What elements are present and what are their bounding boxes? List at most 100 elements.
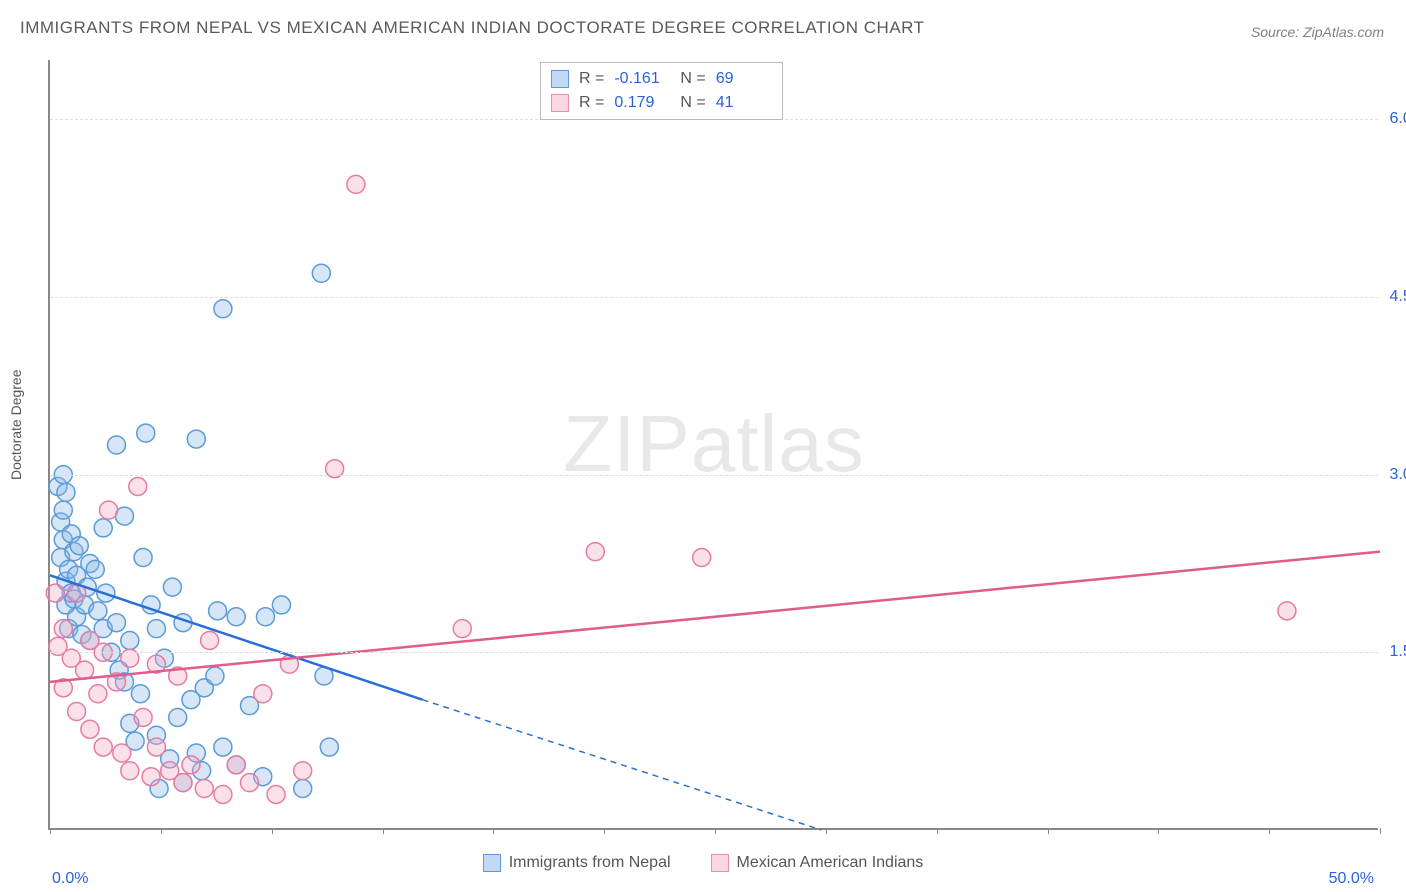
y-tick-label: 6.0% [1390, 110, 1406, 128]
legend-swatch-pink [711, 854, 729, 872]
trend-line-dash-nepal [422, 700, 821, 830]
data-point-nepal [320, 738, 338, 756]
data-point-mai [347, 175, 365, 193]
stat-r-value: 0.179 [614, 91, 670, 115]
data-point-nepal [57, 483, 75, 501]
data-point-mai [129, 477, 147, 495]
legend-label-nepal: Immigrants from Nepal [509, 854, 671, 872]
data-point-nepal [94, 519, 112, 537]
data-point-nepal [206, 667, 224, 685]
y-tick-label: 3.0% [1390, 466, 1406, 484]
trend-line-mai [50, 552, 1380, 682]
data-point-mai [254, 685, 272, 703]
y-axis-label: Doctorate Degree [8, 369, 24, 480]
stats-row: R = -0.161 N = 69 [551, 67, 772, 91]
data-point-mai [94, 738, 112, 756]
x-tick [1269, 828, 1270, 834]
data-point-mai [46, 584, 64, 602]
data-point-nepal [54, 501, 72, 519]
data-point-mai [76, 661, 94, 679]
stat-n-value: 41 [716, 91, 772, 115]
data-point-mai [241, 774, 259, 792]
data-point-nepal [121, 631, 139, 649]
chart-title: IMMIGRANTS FROM NEPAL VS MEXICAN AMERICA… [20, 18, 925, 38]
data-point-nepal [209, 602, 227, 620]
stat-r-label: R = [579, 67, 604, 91]
data-point-mai [214, 785, 232, 803]
data-point-nepal [134, 549, 152, 567]
x-tick [272, 828, 273, 834]
data-point-nepal [169, 708, 187, 726]
data-point-nepal [187, 430, 205, 448]
x-tick [493, 828, 494, 834]
y-tick-label: 1.5% [1390, 643, 1406, 661]
legend-label-mai: Mexican American Indians [737, 854, 924, 872]
gridline [50, 297, 1378, 298]
data-point-mai [267, 785, 285, 803]
data-point-mai [586, 543, 604, 561]
data-point-mai [134, 708, 152, 726]
data-point-nepal [147, 620, 165, 638]
data-point-nepal [89, 602, 107, 620]
x-max-label: 50.0% [1329, 870, 1374, 888]
data-point-mai [1278, 602, 1296, 620]
x-tick [937, 828, 938, 834]
data-point-mai [89, 685, 107, 703]
stat-n-label: N = [680, 91, 705, 115]
legend-swatch-blue [483, 854, 501, 872]
data-point-mai [54, 620, 72, 638]
x-tick [1158, 828, 1159, 834]
stat-n-value: 69 [716, 67, 772, 91]
data-point-mai [227, 756, 245, 774]
legend-item-mai: Mexican American Indians [711, 854, 924, 872]
source-attribution: Source: ZipAtlas.com [1251, 24, 1384, 40]
stat-r-value: -0.161 [614, 67, 670, 91]
scatter-svg [50, 60, 1378, 828]
x-tick [50, 828, 51, 834]
data-point-mai [693, 549, 711, 567]
data-point-mai [142, 768, 160, 786]
data-point-nepal [294, 780, 312, 798]
x-tick [826, 828, 827, 834]
x-tick [1380, 828, 1381, 834]
data-point-nepal [214, 738, 232, 756]
gridline [50, 475, 1378, 476]
data-point-nepal [312, 264, 330, 282]
x-tick [715, 828, 716, 834]
data-point-mai [453, 620, 471, 638]
data-point-mai [113, 744, 131, 762]
data-point-nepal [214, 300, 232, 318]
data-point-mai [182, 756, 200, 774]
data-point-nepal [108, 614, 126, 632]
stat-r-label: R = [579, 91, 604, 115]
stats-swatch [551, 70, 569, 88]
data-point-nepal [163, 578, 181, 596]
stats-swatch [551, 94, 569, 112]
data-point-nepal [131, 685, 149, 703]
stats-legend-box: R = -0.161 N = 69 R = 0.179 N = 41 [540, 62, 783, 120]
series-legend: Immigrants from Nepal Mexican American I… [0, 854, 1406, 872]
x-tick [604, 828, 605, 834]
data-point-mai [294, 762, 312, 780]
x-tick [383, 828, 384, 834]
chart-plot-area: ZIPatlas 1.5%3.0%4.5%6.0% [48, 60, 1378, 830]
data-point-mai [195, 780, 213, 798]
data-point-mai [201, 631, 219, 649]
data-point-nepal [272, 596, 290, 614]
y-tick-label: 4.5% [1390, 288, 1406, 306]
x-tick [161, 828, 162, 834]
data-point-nepal [70, 537, 88, 555]
gridline [50, 652, 1378, 653]
data-point-nepal [256, 608, 274, 626]
data-point-mai [68, 703, 86, 721]
x-tick [1048, 828, 1049, 834]
data-point-nepal [227, 608, 245, 626]
data-point-mai [100, 501, 118, 519]
legend-item-nepal: Immigrants from Nepal [483, 854, 671, 872]
data-point-mai [121, 762, 139, 780]
stat-n-label: N = [680, 67, 705, 91]
stats-row: R = 0.179 N = 41 [551, 91, 772, 115]
data-point-mai [147, 738, 165, 756]
data-point-nepal [137, 424, 155, 442]
data-point-mai [81, 720, 99, 738]
